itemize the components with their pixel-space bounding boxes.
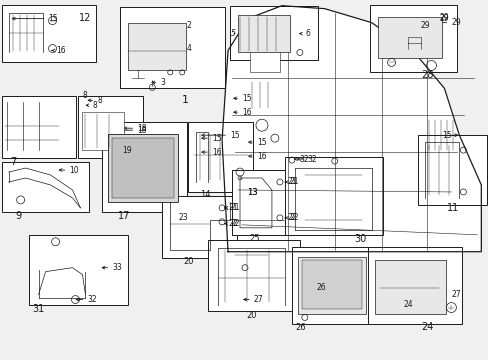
- Text: 32: 32: [307, 154, 317, 163]
- Bar: [208, 240, 299, 311]
- Bar: [377, 17, 442, 58]
- Bar: [232, 170, 306, 235]
- Text: 6: 6: [305, 29, 310, 38]
- Text: 28: 28: [421, 71, 433, 80]
- Text: 16: 16: [212, 148, 221, 157]
- Text: 15: 15: [48, 14, 58, 23]
- Text: 8: 8: [97, 96, 102, 105]
- Bar: [369, 5, 456, 72]
- Bar: [374, 260, 446, 315]
- Bar: [367, 247, 462, 324]
- Text: 21: 21: [227, 203, 237, 212]
- Text: 7: 7: [11, 157, 17, 167]
- Text: 30: 30: [354, 234, 366, 244]
- Text: 29: 29: [439, 14, 448, 23]
- Bar: [301, 260, 361, 310]
- Text: 9: 9: [16, 211, 22, 221]
- Text: 24: 24: [421, 323, 433, 332]
- Text: 18: 18: [137, 126, 146, 135]
- Bar: [417, 135, 487, 205]
- Text: 17: 17: [118, 211, 130, 221]
- Bar: [120, 7, 224, 88]
- Text: 26: 26: [295, 323, 306, 332]
- Text: 12: 12: [78, 13, 91, 23]
- Text: 3: 3: [160, 78, 165, 87]
- Bar: [229, 6, 317, 60]
- Text: 32: 32: [299, 154, 309, 163]
- Text: 16: 16: [256, 152, 266, 161]
- Bar: [291, 247, 376, 324]
- Text: 15: 15: [212, 134, 221, 143]
- Text: 29: 29: [439, 13, 448, 22]
- Text: 15: 15: [441, 131, 450, 140]
- Text: 10: 10: [69, 166, 79, 175]
- Text: 25: 25: [249, 234, 260, 243]
- Text: 22: 22: [227, 219, 237, 228]
- Text: 24: 24: [403, 300, 412, 309]
- Text: 16: 16: [57, 46, 66, 55]
- Text: 31: 31: [33, 303, 45, 314]
- Bar: [1, 162, 89, 212]
- Bar: [297, 257, 365, 315]
- Text: 13: 13: [246, 188, 257, 197]
- Text: 20: 20: [183, 257, 193, 266]
- Text: 20: 20: [246, 311, 257, 320]
- Bar: [188, 122, 252, 192]
- Bar: [1, 5, 96, 62]
- Bar: [162, 196, 237, 258]
- Text: 22: 22: [287, 213, 297, 222]
- Text: 14: 14: [200, 190, 210, 199]
- Text: 21: 21: [287, 177, 297, 186]
- Bar: [128, 23, 186, 71]
- Text: 11: 11: [447, 203, 459, 213]
- Bar: [238, 15, 289, 53]
- Text: 26: 26: [316, 283, 326, 292]
- Text: 19: 19: [122, 145, 132, 154]
- Text: 15: 15: [256, 138, 266, 147]
- Bar: [102, 122, 187, 212]
- Bar: [285, 157, 382, 235]
- Text: 13: 13: [246, 188, 257, 197]
- Text: 29: 29: [450, 18, 460, 27]
- Bar: [78, 96, 143, 158]
- Text: 15: 15: [242, 94, 251, 103]
- Text: 27: 27: [450, 290, 460, 299]
- Polygon shape: [222, 6, 480, 252]
- Text: 21: 21: [229, 203, 239, 212]
- Text: 32: 32: [87, 295, 97, 304]
- Bar: [1, 96, 76, 158]
- Text: 1: 1: [182, 95, 188, 105]
- Text: 18: 18: [137, 124, 146, 133]
- Text: 29: 29: [420, 21, 429, 30]
- Text: 5: 5: [230, 29, 235, 38]
- Bar: [112, 138, 174, 198]
- Text: 33: 33: [112, 263, 122, 272]
- Bar: [249, 50, 279, 72]
- Text: 21: 21: [289, 177, 299, 186]
- Text: 22: 22: [229, 219, 239, 228]
- Text: 4: 4: [186, 44, 191, 53]
- Text: 23: 23: [178, 213, 187, 222]
- Bar: [82, 112, 124, 150]
- Text: 16: 16: [242, 108, 251, 117]
- Text: 8: 8: [82, 91, 87, 100]
- Text: 8: 8: [92, 101, 97, 110]
- Text: 27: 27: [253, 295, 263, 304]
- Text: 15: 15: [229, 131, 239, 140]
- Bar: [29, 235, 128, 305]
- Text: 22: 22: [289, 213, 299, 222]
- Text: 2: 2: [186, 21, 190, 30]
- Bar: [108, 134, 178, 202]
